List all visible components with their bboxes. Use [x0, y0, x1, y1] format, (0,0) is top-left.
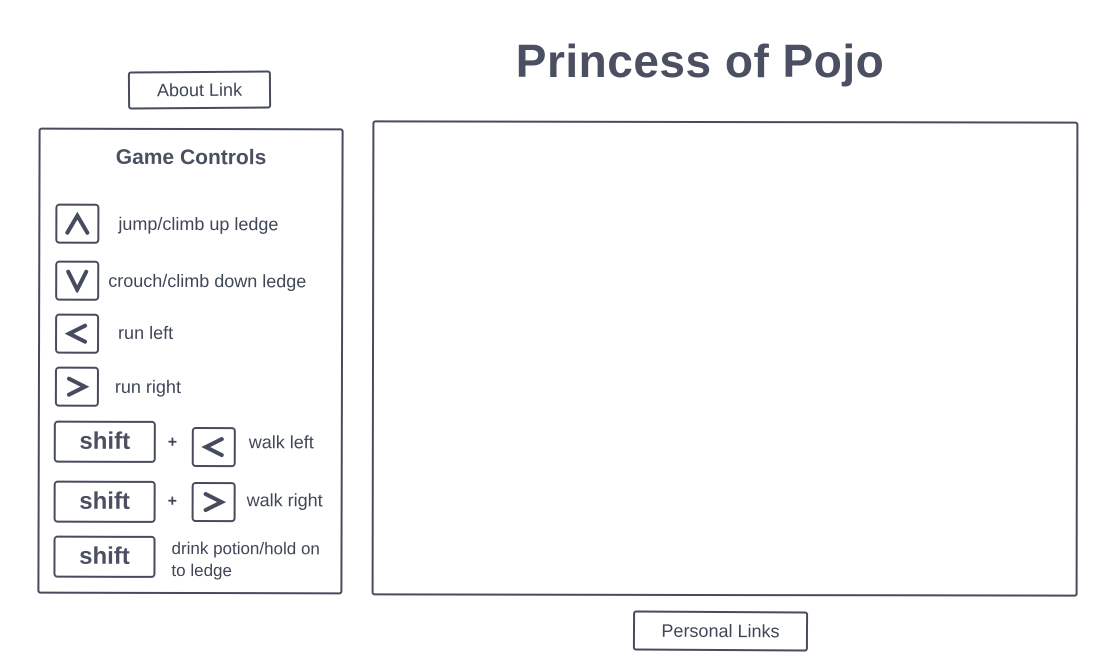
right-arrow-icon [66, 376, 90, 397]
left-arrow-icon [201, 437, 224, 458]
left-arrow-icon [64, 323, 88, 344]
right-arrow-key[interactable] [191, 482, 236, 523]
about-link[interactable]: About Link [127, 70, 272, 110]
plus-sign: + [167, 492, 177, 510]
page-title: Princess of Pojo [515, 35, 885, 87]
right-arrow-icon [203, 492, 227, 513]
up-arrow-key[interactable] [55, 203, 100, 244]
down-arrow-key[interactable] [55, 260, 100, 301]
up-arrow-icon [65, 211, 90, 235]
shift-key[interactable]: shift [53, 480, 156, 523]
game-canvas[interactable] [371, 120, 1079, 597]
control-label-walk-left: walk left [248, 432, 314, 453]
plus-sign: + [167, 433, 178, 451]
controls-heading: Game Controls [115, 145, 267, 170]
personal-links[interactable]: Personal Links [632, 610, 809, 652]
shift-key[interactable]: shift [53, 420, 156, 463]
control-label-run-left: run left [118, 322, 174, 343]
right-arrow-key[interactable] [54, 366, 99, 407]
control-label-crouch: crouch/climb down ledge [108, 270, 307, 292]
left-arrow-key[interactable] [191, 427, 236, 468]
control-label-jump: jump/climb up ledge [118, 213, 279, 235]
shift-key[interactable]: shift [53, 535, 156, 578]
control-label-walk-right: walk right [246, 490, 323, 511]
control-label-drink-potion: drink potion/hold on to ledge [171, 538, 320, 581]
control-label-run-right: run right [114, 376, 182, 397]
left-arrow-key[interactable] [55, 313, 100, 354]
game-controls-panel: Game Controls jump/climb up ledge crouch… [37, 127, 344, 595]
down-arrow-icon [66, 269, 89, 293]
